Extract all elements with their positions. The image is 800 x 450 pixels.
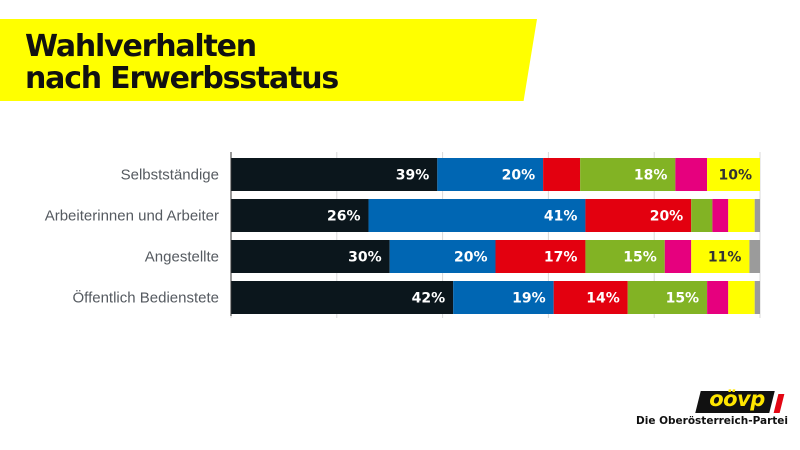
value-label: 41% [544, 209, 578, 225]
value-label: 11% [708, 250, 742, 266]
bar-segment [664, 240, 692, 273]
value-label: 14% [586, 291, 620, 307]
bar-segment [675, 158, 708, 191]
bar-segment [691, 199, 713, 232]
title-line-1: Wahlverhalten [25, 29, 257, 64]
value-label: 42% [412, 291, 446, 307]
bar-segment [728, 199, 755, 232]
value-label: 15% [623, 250, 657, 266]
bar-segment [691, 240, 750, 273]
bar-segment [231, 199, 369, 232]
category-label: Arbeiterinnen und Arbeiter [45, 208, 219, 225]
bars: 39% 20% 18% 10% 26% 41% 20% 30% 20% 17% 15% 11% 42% 1… [231, 158, 760, 314]
title-banner [0, 19, 537, 101]
value-label: 20% [502, 168, 536, 184]
value-label: 17% [544, 250, 578, 266]
bar-segment [453, 281, 554, 314]
value-label: 10% [718, 168, 752, 184]
bar-segment [389, 240, 496, 273]
value-label: 26% [327, 209, 361, 225]
bar-segment [231, 158, 438, 191]
value-label: 15% [666, 291, 700, 307]
bar-segment [495, 240, 586, 273]
bar-segment [368, 199, 586, 232]
bar-segment [712, 199, 729, 232]
bar-segment [553, 281, 628, 314]
bar-segment [749, 240, 760, 273]
bar-segment [728, 281, 755, 314]
category-label: Selbstständige [121, 167, 219, 184]
bar-segment [437, 158, 544, 191]
logo-brand-text: oövp [709, 387, 765, 411]
category-label: Öffentlich Bedienstete [73, 289, 219, 307]
category-label: Angestellte [145, 249, 219, 266]
bar-segment [585, 199, 692, 232]
bar-segment [754, 199, 760, 232]
bar-segment [580, 158, 676, 191]
bar-segment [707, 281, 729, 314]
bar-segment [231, 281, 454, 314]
bar-segment [627, 281, 708, 314]
value-label: 19% [512, 291, 546, 307]
value-label: 30% [348, 250, 382, 266]
logo-tagline: Die Oberösterreich-Partei [636, 415, 788, 427]
bar-segment [585, 240, 665, 273]
value-label: 18% [634, 168, 668, 184]
value-label: 20% [454, 250, 488, 266]
bar-segment [543, 158, 581, 191]
value-label: 20% [650, 209, 684, 225]
value-label: 39% [396, 168, 430, 184]
bar-segment [231, 240, 390, 273]
page-title: Wahlverhalten nach Erwerbsstatus [25, 29, 339, 96]
bar-segment [754, 281, 760, 314]
logo-red-bar [773, 394, 785, 413]
oovp-logo: oövp Die Oberösterreich-Partei [632, 387, 792, 431]
category-labels: Selbstständige Arbeiterinnen und Arbeiter… [45, 167, 219, 307]
title-line-2: nach Erwerbsstatus [25, 61, 339, 96]
bar-segment [707, 158, 760, 191]
